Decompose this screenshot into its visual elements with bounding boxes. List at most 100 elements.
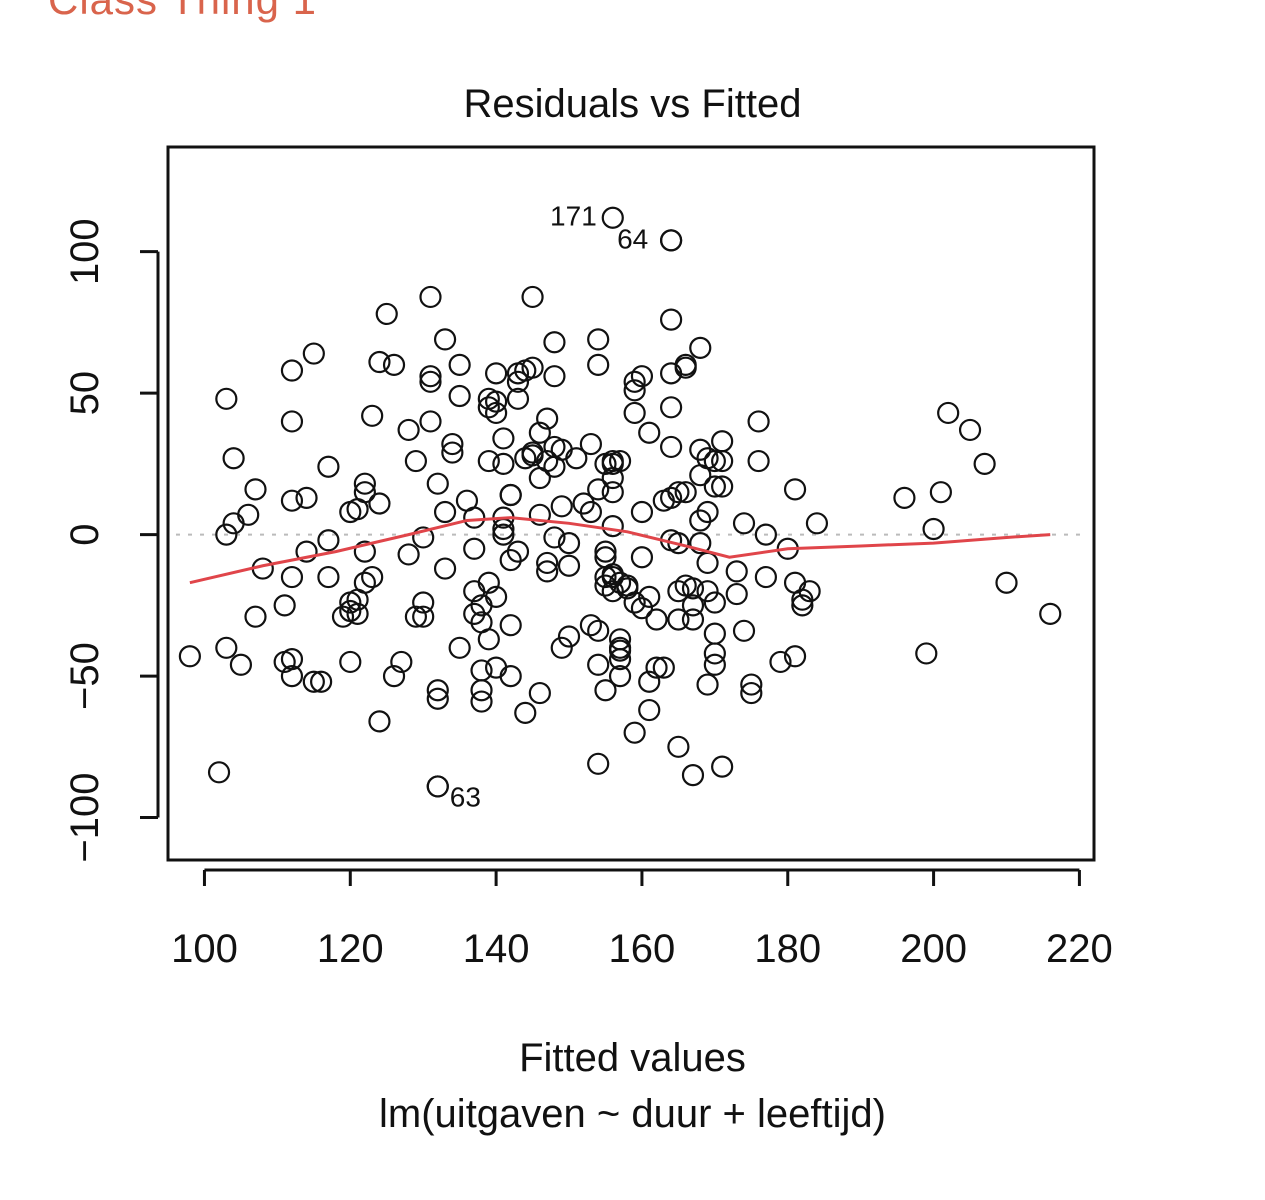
data-point bbox=[419, 285, 442, 309]
data-point bbox=[995, 571, 1018, 594]
data-point bbox=[310, 670, 333, 693]
data-point bbox=[696, 580, 719, 603]
data-point bbox=[492, 427, 515, 450]
data-point bbox=[506, 370, 530, 393]
data-point bbox=[353, 472, 376, 495]
data-point bbox=[317, 565, 340, 589]
y-tick-label: −50 bbox=[63, 642, 107, 710]
data-point bbox=[543, 331, 566, 354]
point-label: 64 bbox=[617, 223, 648, 254]
data-point bbox=[361, 404, 384, 427]
x-tick-label: 180 bbox=[754, 927, 821, 971]
chart-title: Residuals vs Fitted bbox=[463, 82, 802, 126]
data-point bbox=[711, 475, 734, 498]
chart-subtitle: lm(uitgaven ~ duur + leeftijd) bbox=[379, 1092, 886, 1136]
data-point bbox=[689, 509, 712, 532]
data-point bbox=[587, 478, 610, 501]
data-point bbox=[623, 721, 646, 744]
data-point bbox=[667, 608, 690, 631]
data-point bbox=[477, 449, 500, 473]
data-point bbox=[477, 396, 500, 419]
data-point bbox=[660, 308, 683, 331]
data-point bbox=[681, 577, 705, 600]
data-point bbox=[711, 755, 734, 778]
data-point bbox=[660, 486, 683, 509]
data-point bbox=[477, 628, 500, 651]
data-point bbox=[557, 554, 581, 577]
data-point bbox=[608, 449, 632, 473]
data-point bbox=[295, 486, 318, 509]
data-point bbox=[754, 565, 777, 589]
data-point bbox=[958, 418, 982, 442]
x-tick-label: 140 bbox=[463, 927, 530, 971]
data-point bbox=[448, 636, 471, 659]
x-tick-label: 100 bbox=[171, 927, 238, 971]
point-label: 63 bbox=[450, 781, 481, 812]
data-point bbox=[419, 410, 442, 433]
data-point bbox=[601, 449, 624, 473]
data-point bbox=[412, 605, 435, 628]
data-point bbox=[215, 636, 238, 659]
x-tick-label: 160 bbox=[609, 927, 676, 971]
y-tick-label: 0 bbox=[63, 523, 107, 545]
data-point bbox=[681, 608, 705, 631]
data-point bbox=[711, 449, 734, 473]
data-point bbox=[674, 353, 697, 376]
data-point bbox=[915, 642, 938, 665]
data-point bbox=[353, 481, 376, 504]
data-point bbox=[470, 679, 493, 702]
data-point bbox=[331, 605, 355, 628]
data-point bbox=[280, 565, 304, 589]
data-point bbox=[681, 594, 705, 617]
data-point bbox=[638, 698, 661, 722]
data-point bbox=[390, 650, 413, 674]
data-point bbox=[499, 548, 522, 572]
data-point bbox=[280, 410, 304, 433]
data-point bbox=[463, 537, 486, 560]
data-point bbox=[222, 512, 245, 535]
data-point bbox=[368, 710, 391, 733]
data-point bbox=[667, 481, 690, 504]
data-point bbox=[339, 650, 362, 674]
data-point bbox=[747, 449, 770, 473]
data-point bbox=[412, 591, 435, 614]
data-point bbox=[579, 614, 602, 637]
data-point bbox=[368, 492, 391, 515]
data-point bbox=[623, 591, 646, 614]
data-point bbox=[783, 645, 807, 668]
data-point bbox=[623, 401, 646, 425]
data-point bbox=[295, 540, 318, 563]
data-points bbox=[178, 206, 1062, 798]
data-point bbox=[485, 362, 508, 385]
data-point bbox=[630, 500, 654, 524]
data-point bbox=[514, 701, 537, 724]
data-point bbox=[448, 353, 471, 376]
data-point bbox=[346, 602, 369, 625]
data-point bbox=[237, 503, 260, 526]
data-point bbox=[747, 410, 770, 433]
data-point bbox=[587, 328, 610, 351]
data-point bbox=[973, 452, 996, 475]
data-point bbox=[536, 449, 559, 473]
axes: 100 120 140 160 180 200 220 −100 −50 0 50 100 bbox=[63, 218, 1113, 971]
data-point bbox=[579, 500, 602, 524]
data-point bbox=[361, 565, 384, 589]
data-point bbox=[608, 664, 632, 688]
data-point bbox=[477, 571, 500, 594]
data-point bbox=[550, 495, 573, 518]
data-point bbox=[273, 594, 296, 617]
data-point bbox=[404, 605, 428, 628]
data-point bbox=[660, 396, 683, 419]
data-point bbox=[229, 653, 253, 676]
x-axis-label: Fitted values bbox=[519, 1036, 746, 1080]
data-point bbox=[521, 356, 544, 379]
data-point bbox=[587, 353, 610, 376]
data-point bbox=[463, 602, 486, 625]
data-point bbox=[382, 664, 406, 688]
data-point bbox=[565, 447, 588, 470]
x-tick-label: 120 bbox=[317, 927, 384, 971]
header-fragment: Class Thing 1 bbox=[48, 0, 317, 24]
data-point bbox=[302, 342, 325, 365]
data-point bbox=[703, 622, 726, 645]
data-point bbox=[536, 560, 559, 583]
